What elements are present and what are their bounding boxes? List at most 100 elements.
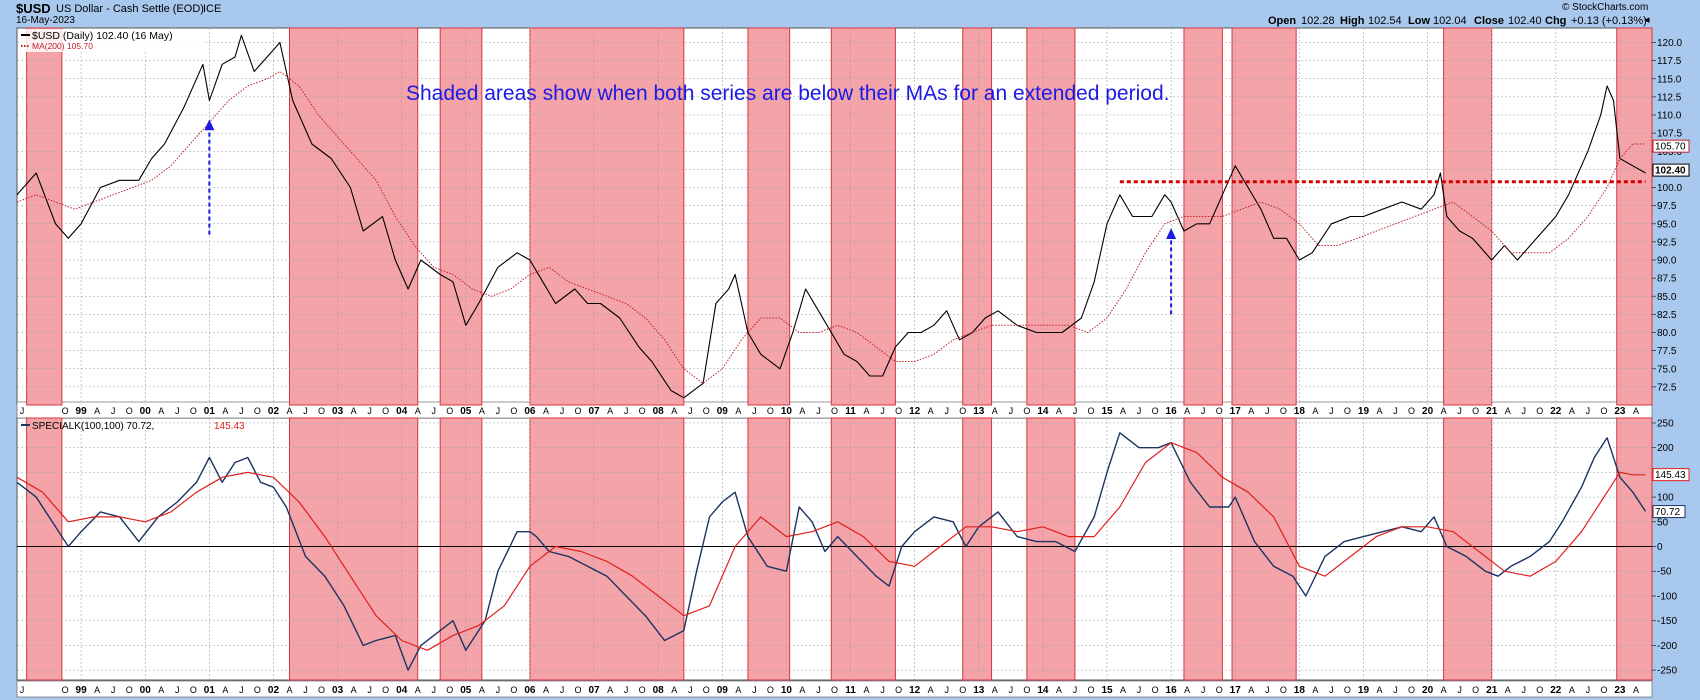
month-tick-label: A: [1184, 406, 1190, 416]
month-tick-label: J: [560, 685, 565, 695]
shaded-period: [962, 417, 993, 681]
year-tick-label: 20: [1422, 685, 1434, 696]
month-tick-label: O: [190, 406, 197, 416]
month-tick-label: O: [639, 685, 646, 695]
indicator-y-tick-label: -50: [1657, 567, 1672, 578]
month-tick-label: A: [415, 685, 421, 695]
month-tick-label: O: [190, 685, 197, 695]
month-tick-label: A: [735, 685, 741, 695]
instrument-name: US Dollar - Cash Settle (EOD): [56, 3, 204, 15]
year-tick-label: 14: [1037, 406, 1049, 417]
indicator-y-tick-label: -150: [1657, 616, 1677, 627]
price-y-tick-label: 100.0: [1657, 183, 1682, 194]
year-tick-label: 12: [909, 685, 921, 696]
price-y-tick-label: 120.0: [1657, 38, 1682, 49]
price-y-tick-label: 80.0: [1657, 328, 1677, 339]
ma-legend-text: MA(200) 105.70: [32, 41, 93, 51]
month-tick-label: J: [1009, 406, 1014, 416]
year-tick-label: 09: [717, 685, 729, 696]
shaded-period: [26, 27, 63, 406]
price-y-tick-label: 115.0: [1657, 74, 1682, 85]
month-tick-label: A: [671, 685, 677, 695]
year-tick-label: 99: [76, 406, 88, 417]
indicator-last-value-text: 70.72: [1655, 507, 1680, 518]
month-tick-label: A: [1505, 406, 1511, 416]
month-tick-label: J: [303, 406, 308, 416]
price-y-tick-label: 97.5: [1657, 201, 1677, 212]
month-tick-label: O: [959, 406, 966, 416]
indicator-y-tick-label: 50: [1657, 517, 1669, 528]
year-tick-label: 18: [1294, 685, 1306, 696]
month-tick-label: O: [62, 685, 69, 695]
shaded-period: [962, 27, 993, 406]
indicator-y-tick-label: -200: [1657, 641, 1677, 652]
year-tick-label: 21: [1486, 406, 1498, 417]
bottom-date-axis: [16, 680, 1653, 698]
month-tick-label: J: [367, 685, 372, 695]
month-tick-label: J: [432, 685, 437, 695]
year-tick-label: 16: [1166, 685, 1178, 696]
shaded-period: [1026, 417, 1076, 681]
shaded-period: [1616, 27, 1653, 406]
year-tick-label: 17: [1230, 685, 1242, 696]
month-tick-label: J: [1137, 685, 1142, 695]
year-tick-label: 12: [909, 406, 921, 417]
price-last-value-box: [1652, 163, 1690, 177]
price-y-tick-label: 110.0: [1657, 111, 1682, 122]
year-tick-label: 22: [1550, 406, 1562, 417]
year-tick-label: 19: [1358, 685, 1370, 696]
month-tick-label: J: [560, 406, 565, 416]
close-value: 102.40: [1508, 15, 1542, 27]
month-tick-label: O: [1023, 406, 1030, 416]
month-tick-label: O: [446, 685, 453, 695]
year-tick-label: 23: [1614, 406, 1626, 417]
year-tick-label: 11: [845, 406, 856, 417]
year-tick-label: 18: [1294, 406, 1306, 417]
year-tick-label: 23: [1614, 685, 1626, 696]
month-tick-label: J: [175, 406, 180, 416]
month-tick-label: A: [1248, 685, 1254, 695]
month-tick-label: O: [1087, 406, 1094, 416]
year-tick-label: 05: [460, 406, 472, 417]
month-tick-label: O: [575, 406, 582, 416]
month-tick-label: O: [1408, 406, 1415, 416]
month-tick-label: J: [1586, 406, 1591, 416]
month-tick-label: J: [1073, 685, 1078, 695]
year-tick-label: 03: [332, 685, 344, 696]
series-indicator_ma: [16, 442, 1646, 651]
year-tick-label: 19: [1358, 406, 1370, 417]
month-tick-label: O: [1344, 685, 1351, 695]
month-tick-label: J: [1457, 406, 1462, 416]
shaded-period: [289, 417, 419, 681]
shaded-period: [1443, 27, 1493, 406]
year-tick-label: 07: [588, 406, 600, 417]
year-tick-label: 17: [1230, 406, 1242, 417]
price-legend: $USD (Daily) 102.40 (16 May)MA(200) 105.…: [19, 29, 204, 52]
close-label: Close: [1474, 15, 1504, 27]
indicator-last-value: 70.72: [1652, 505, 1686, 519]
indicator-y-tick-label: 200: [1657, 443, 1674, 454]
month-tick-label: A: [479, 685, 485, 695]
month-tick-label: O: [1280, 685, 1287, 695]
arrow-head-icon: [1166, 228, 1177, 239]
indicator-y-tick-label: 100: [1657, 493, 1674, 504]
month-tick-label: J: [1522, 685, 1527, 695]
month-tick-label: A: [992, 406, 998, 416]
month-tick-label: O: [703, 406, 710, 416]
month-tick-label: A: [1376, 406, 1382, 416]
year-tick-label: 06: [524, 685, 536, 696]
month-tick-label: J: [111, 685, 116, 695]
month-tick-label: O: [895, 685, 902, 695]
expand-arrow-icon[interactable]: ◂: [1644, 14, 1650, 26]
chart-header: $USD US Dollar - Cash Settle (EOD) ICE 1…: [0, 0, 1700, 28]
signal-last-value: 145.43: [1652, 468, 1690, 482]
year-tick-label: 04: [396, 406, 408, 417]
shaded-period: [289, 27, 419, 406]
chg-value: +0.13 (+0.13%): [1571, 15, 1647, 27]
month-tick-label: O: [510, 406, 517, 416]
year-tick-label: 15: [1101, 685, 1113, 696]
month-tick-label: J: [880, 406, 885, 416]
month-tick-label: O: [831, 406, 838, 416]
month-tick-label: J: [1522, 406, 1527, 416]
month-tick-label: O: [1216, 406, 1223, 416]
